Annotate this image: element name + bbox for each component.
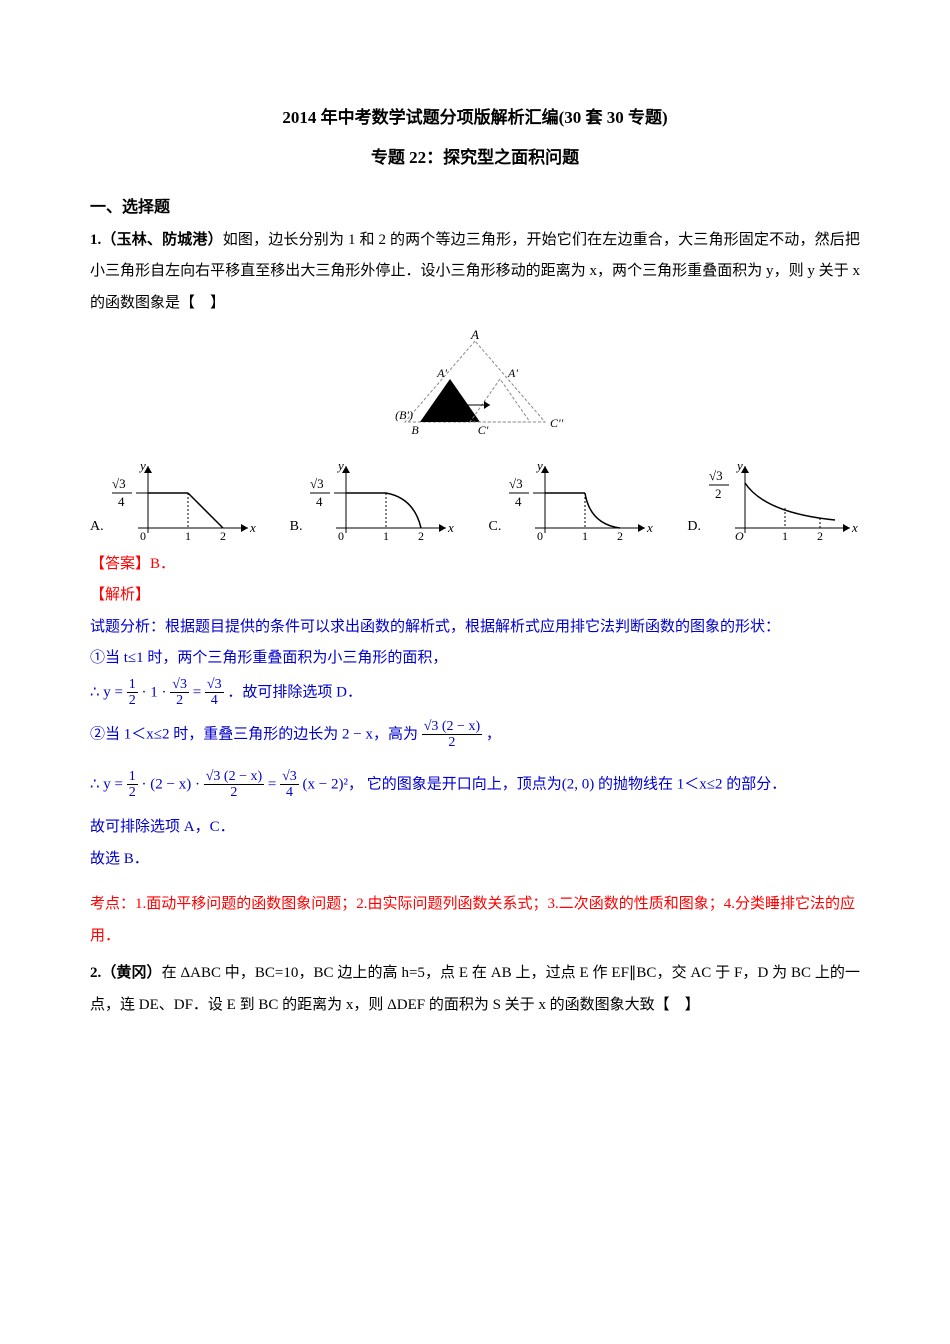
svg-text:√3: √3 <box>709 468 723 483</box>
big-triangle <box>405 341 545 422</box>
option-D: D. y x O 1 2 √3 2 <box>687 458 860 543</box>
svg-text:1: 1 <box>582 529 588 543</box>
option-B-label: B. <box>290 512 303 543</box>
label-Aprime-right: A' <box>507 366 518 380</box>
svg-text:y: y <box>535 458 543 473</box>
svg-text:2: 2 <box>418 529 424 543</box>
analysis-l3: ∴ y = 12 · 1 · √32 = √34 ．故可排除选项 D． <box>90 677 860 709</box>
svg-text:√3: √3 <box>310 476 324 491</box>
small-triangle-solid <box>420 379 480 422</box>
option-C: C. y x 0 1 2 √3 4 <box>489 458 656 543</box>
option-A-label: A. <box>90 512 104 543</box>
q1-points: 考点：1.面动平移问题的函数图象问题；2.由实际问题列函数关系式；3.二次函数的… <box>90 889 860 952</box>
svg-text:2: 2 <box>617 529 623 543</box>
arrow-head <box>484 401 490 409</box>
q1-options: A. y x 0 1 2 √3 4 B. <box>90 458 860 543</box>
svg-text:4: 4 <box>515 494 522 509</box>
section-heading: 一、选择题 <box>90 191 860 225</box>
option-A: A. y x 0 1 2 √3 4 <box>90 458 258 543</box>
q1-analysis-label: 【解析】 <box>90 580 860 612</box>
option-C-label: C. <box>489 512 502 543</box>
analysis-l7: 故选 B． <box>90 844 860 876</box>
q1-number: 1.（玉林、防城港） <box>90 232 223 248</box>
label-A: A <box>470 327 479 342</box>
label-Bprime: (B') <box>395 408 413 422</box>
svg-text:2: 2 <box>817 529 823 543</box>
svg-text:1: 1 <box>782 529 788 543</box>
svg-text:1: 1 <box>185 529 191 543</box>
svg-text:O: O <box>735 529 744 543</box>
q2-number: 2.（黄冈） <box>90 965 162 981</box>
svg-text:4: 4 <box>316 494 323 509</box>
q1-text: 1.（玉林、防城港）如图，边长分别为 1 和 2 的两个等边三角形，开始它们在左… <box>90 225 860 320</box>
q1-triangle-figure: A A' A' (B') B C' C'' <box>90 327 860 450</box>
q1-answer: 【答案】B． <box>90 549 860 581</box>
label-Cprime: C' <box>478 423 489 437</box>
svg-text:x: x <box>249 520 256 535</box>
svg-text:1: 1 <box>383 529 389 543</box>
svg-text:x: x <box>646 520 653 535</box>
svg-text:2: 2 <box>220 529 226 543</box>
svg-text:4: 4 <box>118 494 125 509</box>
svg-text:2: 2 <box>715 486 722 501</box>
option-D-label: D. <box>687 512 701 543</box>
page-title-line2: 专题 22：探究型之面积问题 <box>90 140 860 176</box>
analysis-l1: 试题分析：根据题目提供的条件可以求出函数的解析式，根据解析式应用排它法判断函数的… <box>90 612 860 644</box>
small-triangle-moved <box>470 379 530 422</box>
svg-text:0: 0 <box>140 529 146 543</box>
svg-text:√3: √3 <box>509 476 523 491</box>
svg-text:y: y <box>336 458 344 473</box>
q2-body: 在 ΔABC 中，BC=10，BC 边上的高 h=5，点 E 在 AB 上，过点… <box>90 965 860 1013</box>
q2-text: 2.（黄冈）在 ΔABC 中，BC=10，BC 边上的高 h=5，点 E 在 A… <box>90 958 860 1021</box>
svg-text:0: 0 <box>338 529 344 543</box>
label-B: B <box>411 423 419 437</box>
label-Aprime-left: A' <box>436 366 447 380</box>
label-C: C'' <box>550 416 564 430</box>
analysis-l5: ∴ y = 12 · (2 − x) · √3 (2 − x)2 = √34 (… <box>90 769 860 801</box>
svg-text:√3: √3 <box>112 476 126 491</box>
svg-text:x: x <box>447 520 454 535</box>
option-B: B. y x 0 1 2 √3 4 <box>290 458 457 543</box>
analysis-l2: ①当 t≤1 时，两个三角形重叠面积为小三角形的面积， <box>90 643 860 675</box>
analysis-l4: ②当 1＜x≤2 时，重叠三角形的边长为 2 − x，高为 √3 (2 − x)… <box>90 719 860 751</box>
svg-text:y: y <box>138 458 146 473</box>
svg-text:x: x <box>851 520 858 535</box>
analysis-l6: 故可排除选项 A，C． <box>90 812 860 844</box>
svg-text:y: y <box>735 458 743 473</box>
page-title-line1: 2014 年中考数学试题分项版解析汇编(30 套 30 专题) <box>90 100 860 136</box>
svg-text:0: 0 <box>537 529 543 543</box>
